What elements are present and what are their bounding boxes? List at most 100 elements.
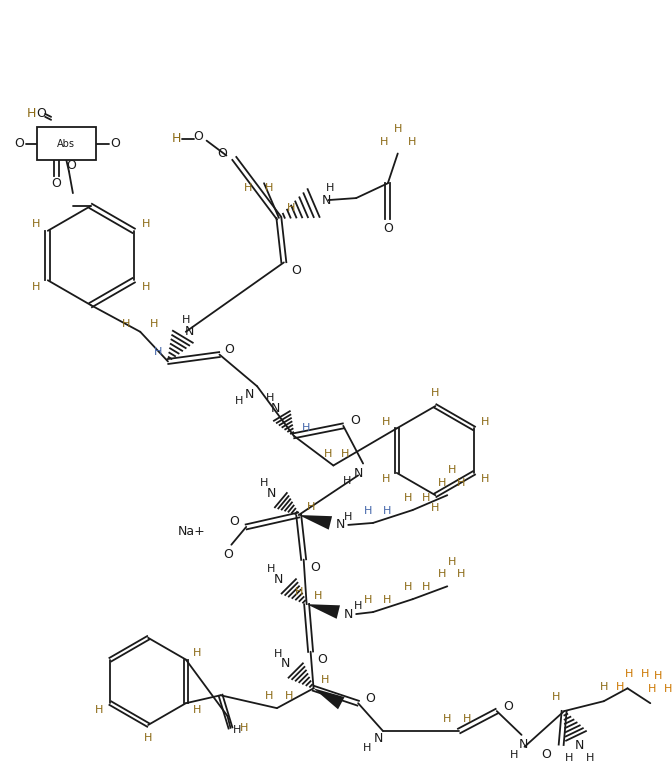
Text: H: H	[181, 315, 190, 325]
Text: O: O	[504, 700, 513, 712]
Text: O: O	[224, 343, 235, 356]
Text: H: H	[509, 750, 518, 760]
Text: Abs: Abs	[57, 139, 75, 149]
Text: H: H	[95, 705, 103, 715]
Text: H: H	[616, 682, 624, 693]
Text: H: H	[565, 753, 573, 762]
Text: H: H	[448, 556, 456, 567]
Text: H: H	[285, 691, 293, 701]
Text: O: O	[110, 137, 120, 150]
Text: H: H	[193, 648, 201, 658]
Text: H: H	[422, 493, 431, 503]
Text: H: H	[403, 493, 412, 503]
Text: O: O	[542, 748, 551, 761]
Text: N: N	[271, 402, 281, 415]
Text: H: H	[394, 123, 402, 134]
Text: H: H	[314, 591, 323, 601]
Text: H: H	[240, 723, 249, 733]
Text: H: H	[481, 417, 489, 427]
Text: H: H	[382, 595, 391, 605]
Text: H: H	[286, 203, 295, 213]
Text: O: O	[318, 653, 327, 666]
Text: H: H	[463, 714, 471, 724]
Text: H: H	[193, 705, 201, 715]
Polygon shape	[306, 604, 340, 619]
Text: H: H	[354, 601, 362, 611]
Text: N: N	[335, 518, 345, 531]
Text: O: O	[66, 159, 76, 172]
Text: H: H	[172, 132, 181, 145]
Text: O: O	[365, 692, 375, 705]
Text: H: H	[364, 595, 372, 605]
Text: N: N	[575, 739, 584, 752]
Text: H: H	[586, 753, 594, 762]
Text: H: H	[154, 347, 162, 357]
Text: H: H	[382, 417, 390, 427]
Text: H: H	[641, 670, 650, 680]
Text: H: H	[648, 684, 657, 694]
Text: H: H	[267, 565, 275, 575]
Text: O: O	[36, 107, 46, 120]
Text: H: H	[306, 502, 314, 512]
Text: H: H	[407, 136, 416, 146]
Text: H: H	[382, 475, 390, 485]
Text: H: H	[27, 107, 36, 120]
Text: O: O	[224, 548, 233, 561]
Text: H: H	[448, 466, 456, 475]
Text: H: H	[403, 582, 412, 592]
Text: N: N	[519, 738, 528, 751]
Text: H: H	[438, 569, 446, 579]
Text: H: H	[431, 388, 439, 399]
Text: H: H	[599, 682, 608, 693]
Text: N: N	[185, 325, 194, 338]
Text: N: N	[274, 573, 284, 586]
Text: H: H	[302, 423, 310, 433]
Text: H: H	[344, 512, 352, 522]
Text: O: O	[291, 264, 300, 277]
Text: N: N	[322, 194, 331, 207]
Text: H: H	[431, 503, 439, 513]
Text: H: H	[626, 670, 634, 680]
Text: H: H	[364, 506, 372, 516]
Text: H: H	[266, 393, 274, 403]
Text: H: H	[150, 319, 159, 329]
Text: H: H	[664, 684, 672, 694]
Text: H: H	[141, 282, 150, 292]
Text: O: O	[218, 147, 227, 160]
Text: H: H	[244, 183, 253, 194]
Text: O: O	[383, 223, 392, 235]
Text: H: H	[321, 675, 330, 685]
Text: H: H	[443, 714, 452, 724]
Text: N: N	[266, 487, 276, 500]
Text: N: N	[343, 607, 353, 620]
Text: O: O	[310, 561, 321, 574]
Text: H: H	[122, 319, 130, 329]
Text: Na+: Na+	[178, 525, 206, 538]
FancyBboxPatch shape	[37, 126, 95, 161]
Text: H: H	[32, 219, 40, 229]
Text: H: H	[265, 691, 274, 701]
Polygon shape	[299, 515, 332, 530]
Text: O: O	[350, 415, 360, 427]
Text: H: H	[235, 396, 243, 406]
Text: O: O	[51, 177, 61, 190]
Text: H: H	[326, 183, 335, 194]
Text: H: H	[457, 569, 465, 579]
Text: H: H	[144, 733, 153, 743]
Text: H: H	[382, 506, 391, 516]
Text: H: H	[274, 648, 282, 658]
Text: H: H	[363, 743, 371, 753]
Text: H: H	[654, 671, 663, 681]
Text: H: H	[260, 479, 268, 488]
Text: H: H	[294, 588, 303, 597]
Text: H: H	[552, 692, 560, 703]
Polygon shape	[314, 688, 345, 709]
Text: N: N	[373, 732, 382, 745]
Text: H: H	[438, 479, 446, 488]
Text: H: H	[343, 476, 351, 486]
Text: H: H	[380, 136, 388, 146]
Text: H: H	[324, 449, 333, 459]
Text: O: O	[15, 137, 24, 150]
Text: H: H	[457, 479, 465, 488]
Text: O: O	[194, 130, 204, 143]
